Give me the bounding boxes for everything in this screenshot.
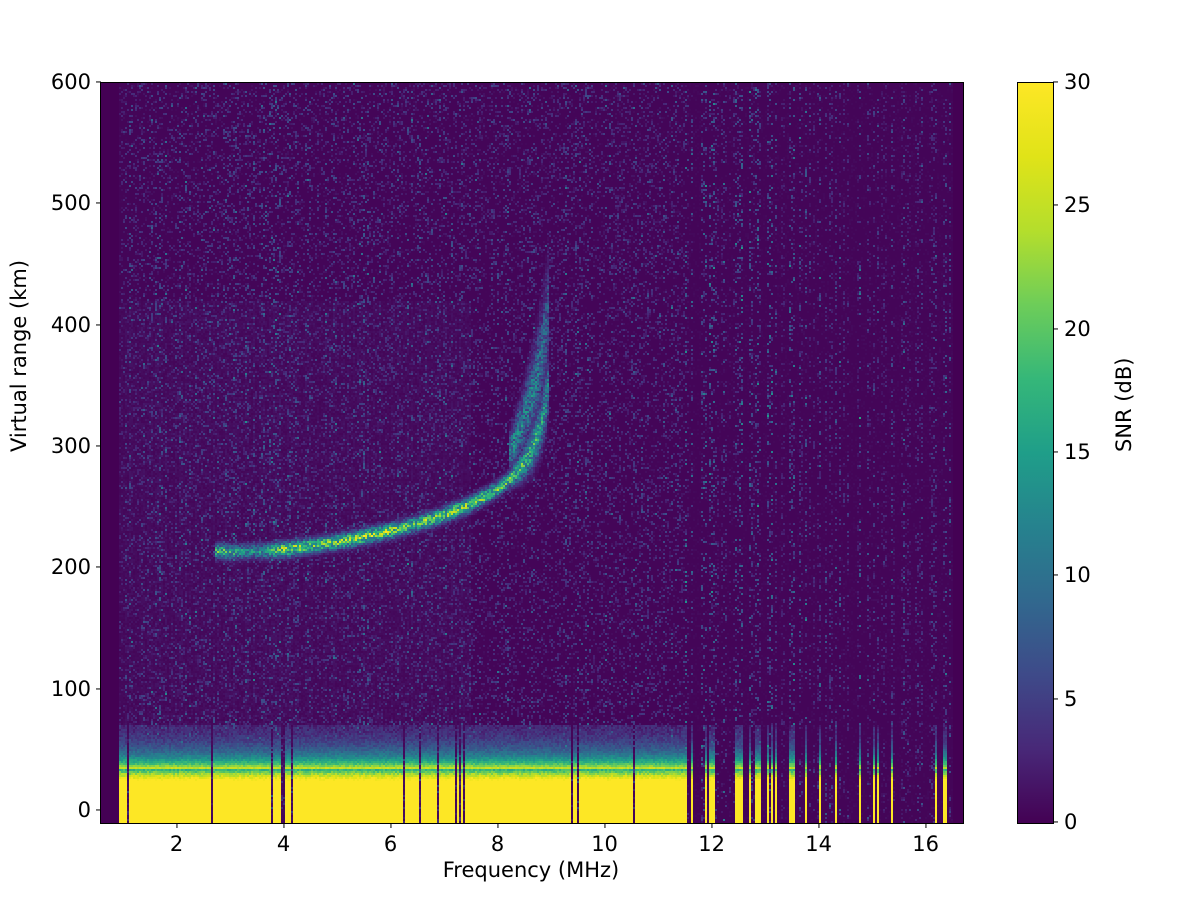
x-tick-label: 16 <box>912 832 939 856</box>
colorbar-tick-label: 30 <box>1064 70 1091 94</box>
colorbar-tick-label: 0 <box>1064 810 1078 834</box>
x-tick-label: 8 <box>490 832 505 856</box>
colorbar-label: SNR (dB) <box>1112 357 1136 452</box>
y-tick-label: 400 <box>50 312 91 337</box>
colorbar-tick-mark <box>1053 698 1058 700</box>
colorbar-tick-mark <box>1053 451 1058 453</box>
x-axis-label: Frequency (MHz) <box>442 858 620 882</box>
x-tick-mark <box>818 823 820 828</box>
x-tick-label: 10 <box>591 832 618 856</box>
y-tick-label: 100 <box>50 676 91 701</box>
x-tick-label: 4 <box>276 832 291 856</box>
colorbar-tick-mark <box>1053 81 1058 83</box>
x-tick-label: 2 <box>169 832 184 856</box>
y-tick-mark <box>96 809 101 811</box>
x-tick-mark <box>175 823 178 828</box>
y-tick-mark <box>96 688 101 690</box>
y-axis-label: Virtual range (km) <box>7 259 31 452</box>
y-tick-label: 0 <box>77 797 91 822</box>
y-tick-label: 200 <box>50 555 91 580</box>
x-tick-label: 14 <box>805 832 832 856</box>
colorbar-tick-label: 15 <box>1064 440 1091 464</box>
x-tick-mark <box>389 823 392 828</box>
colorbar-tick-label: 5 <box>1064 686 1078 711</box>
y-tick-mark <box>96 324 101 326</box>
x-tick-mark <box>497 823 499 828</box>
x-tick-mark <box>604 823 606 828</box>
x-tick-mark <box>711 823 713 828</box>
colorbar-tick-mark <box>1053 821 1058 823</box>
colorbar-tick-label: 10 <box>1064 563 1091 588</box>
y-tick-label: 300 <box>50 433 91 458</box>
x-tick-label: 12 <box>698 832 725 856</box>
x-tick-mark <box>282 823 285 828</box>
colorbar-gradient <box>1018 83 1053 823</box>
y-tick-mark <box>96 566 101 568</box>
y-tick-label: 600 <box>50 70 91 94</box>
colorbar-tick-mark <box>1053 574 1058 576</box>
colorbar-tick-label: 20 <box>1064 316 1091 341</box>
colorbar-tick-mark <box>1053 328 1058 330</box>
colorbar-tick-mark <box>1053 204 1058 206</box>
x-tick-mark <box>925 823 927 828</box>
plot-area <box>100 82 964 824</box>
y-tick-mark <box>96 202 101 204</box>
x-tick-label: 6 <box>383 832 398 856</box>
y-tick-mark <box>96 445 101 447</box>
ionogram-heatmap <box>101 83 963 823</box>
colorbar <box>1017 82 1054 824</box>
y-tick-label: 500 <box>50 191 91 216</box>
y-tick-mark <box>96 81 101 83</box>
colorbar-tick-label: 25 <box>1064 193 1091 218</box>
